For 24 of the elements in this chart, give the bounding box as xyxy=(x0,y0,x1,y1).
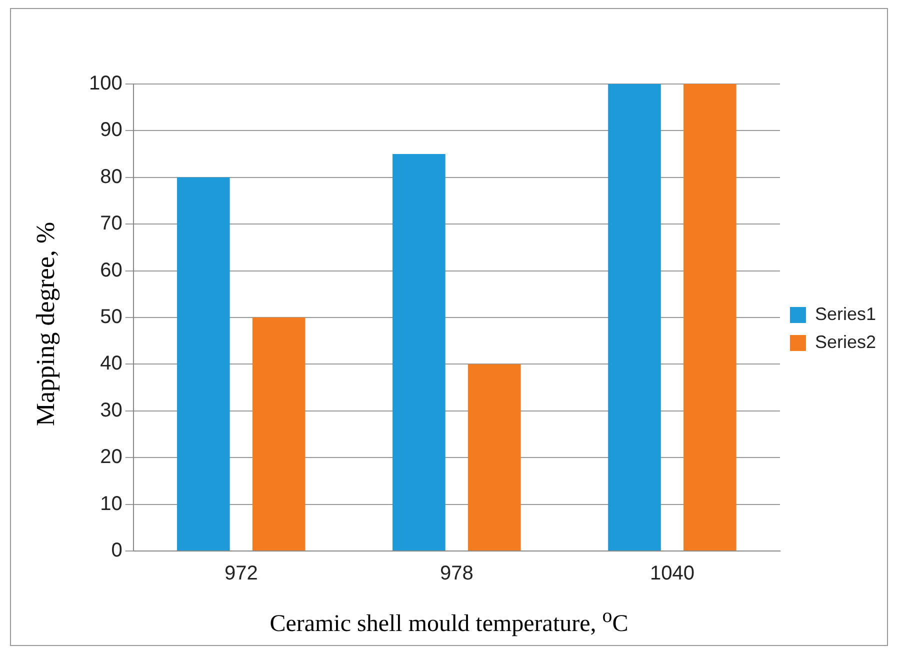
bar xyxy=(608,84,661,550)
y-tick-label: 80 xyxy=(100,166,122,188)
y-tick-label: 50 xyxy=(100,306,122,328)
legend-label: Series2 xyxy=(814,332,876,352)
legend-label: Series1 xyxy=(814,304,876,324)
x-tick-label: 978 xyxy=(440,562,474,585)
bar xyxy=(684,84,736,550)
bar xyxy=(468,364,521,550)
y-tick-label: 70 xyxy=(100,212,122,235)
y-tick-label: 20 xyxy=(100,446,122,468)
bar xyxy=(177,177,230,550)
y-tick-label: 30 xyxy=(100,399,122,422)
y-tick-label: 10 xyxy=(100,492,122,515)
bar xyxy=(252,318,306,550)
y-tick-label: 0 xyxy=(111,540,122,562)
y-axis-title: Mapping degree, % xyxy=(31,220,61,428)
y-tick-label: 40 xyxy=(100,352,122,375)
x-axis-title: Ceramic shell mould temperature, $^{o}$C xyxy=(268,605,630,638)
y-tick-label: 100 xyxy=(88,72,122,95)
y-tick-label: 60 xyxy=(100,259,122,282)
y-tick-label: 90 xyxy=(100,119,122,142)
x-tick-label: 972 xyxy=(224,562,258,585)
x-tick-label: 1040 xyxy=(650,562,694,585)
bar xyxy=(392,154,446,550)
